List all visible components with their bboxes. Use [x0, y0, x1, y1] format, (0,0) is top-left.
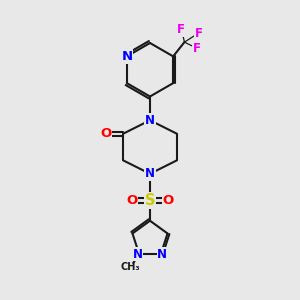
Text: F: F — [193, 42, 201, 55]
Text: O: O — [163, 194, 174, 207]
Text: N: N — [145, 167, 155, 180]
Text: F: F — [195, 27, 203, 40]
Text: S: S — [145, 193, 155, 208]
Text: N: N — [133, 248, 143, 261]
Text: N: N — [121, 50, 132, 63]
Text: N: N — [145, 114, 155, 127]
Text: O: O — [126, 194, 137, 207]
Text: CH₃: CH₃ — [120, 262, 140, 272]
Text: F: F — [177, 23, 185, 36]
Text: O: O — [100, 127, 112, 140]
Text: N: N — [157, 248, 167, 261]
